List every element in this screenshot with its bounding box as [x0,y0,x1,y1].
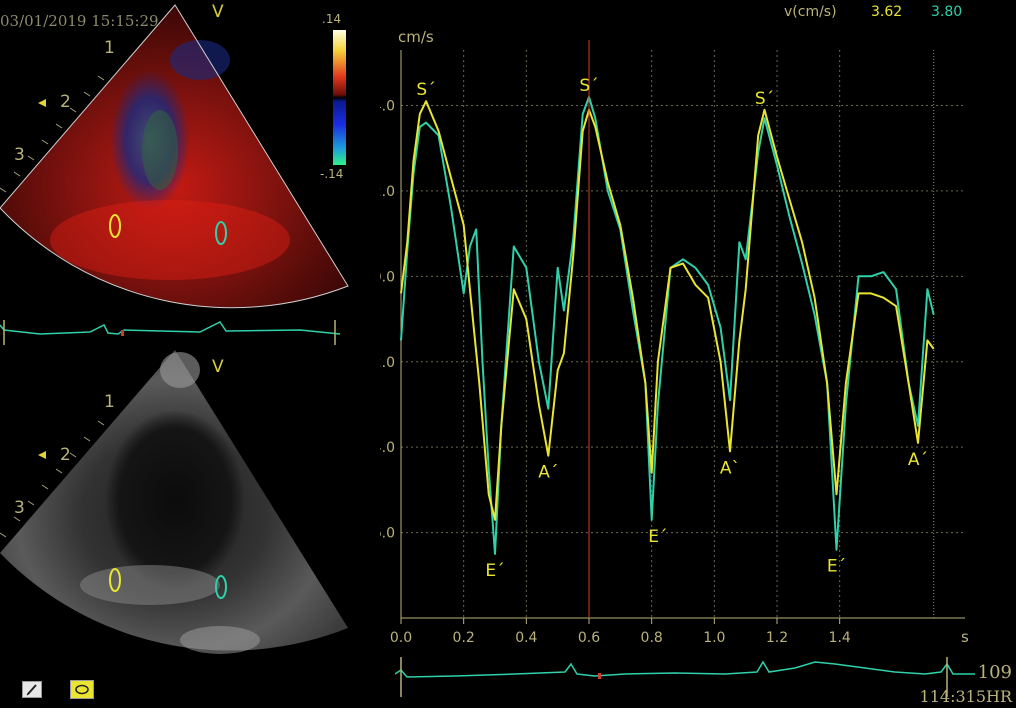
x-tick-label: 1.4 [829,630,851,646]
wave-annotation: A´ [908,450,928,470]
y-axis-label: cm/s [398,28,434,46]
x-tick-label: 0.8 [641,630,663,646]
tvi-mode-marker: V [212,2,224,22]
wave-annotation: S´ [579,76,598,96]
x-tick-label: 1.0 [703,630,725,646]
x-tick-label: 0.4 [515,630,537,646]
tvi-depth-label-2: 2 [60,92,71,112]
x-tick-label: 0.2 [453,630,475,646]
tvi-depth-label-3: 3 [14,145,25,165]
bmode-image [0,350,348,654]
x-tick-label: 0.6 [578,630,600,646]
trace-yellow [400,100,935,521]
velocity-chart[interactable]: 4.0 2.0 0.0 -2.0 -4.0 -6.0 0.0 0.2 0.4 0.6 0.8 1.0 1… [380,20,980,660]
ellipse-roi-tool-button[interactable] [70,680,94,699]
color-scale-min: -.14 [320,167,344,181]
tvi-image [0,4,349,345]
y-tick-label: 0.0 [380,269,395,285]
color-scale-max: .14 [322,12,342,26]
x-tick-label: 1.2 [766,630,788,646]
heart-rate-label: 114:315HR [919,687,1012,706]
pencil-icon [26,684,37,696]
bmode-mode-marker: V [212,357,224,377]
y-tick-label: -6.0 [380,526,395,542]
bmode-depth-label-1: 1 [104,392,115,412]
velocity-readout-cyan: 3.80 [931,4,963,20]
tvi-depth-label-1: 1 [104,38,115,58]
x-axis-label: s [961,628,969,646]
heart-rate-value: 109 [977,662,1012,683]
wave-annotation: E´ [485,561,504,581]
velocity-readout-label: v(cm/s) [784,4,837,20]
bmode-pane: V 1 2 3 [0,345,360,670]
timestamp: 03/01/2019 15:15:29 [0,12,159,30]
bmode-depth-label-3: 3 [14,498,25,518]
ellipse-icon [75,684,89,695]
y-tick-label: -4.0 [380,440,395,456]
wave-annotation: A´ [538,463,558,483]
y-tick-label: 4.0 [380,99,395,115]
wave-annotation: S´ [755,89,774,109]
y-tick-label: -2.0 [380,355,395,371]
wave-annotation: E´ [827,557,846,577]
velocity-readout-yellow: 3.62 [871,4,903,20]
wave-annotation: S´ [416,80,435,100]
wave-annotation: E´ [648,527,667,547]
y-tick-label: 2.0 [380,184,395,200]
pencil-tool-button[interactable] [22,681,42,698]
x-tick-label: 0.0 [390,630,412,646]
bmode-depth-label-2: 2 [60,445,71,465]
wave-annotation: A` [720,458,740,478]
tvi-pane: V 1 2 3 .14 -.14 [0,0,360,345]
ecg-strip [395,657,975,697]
